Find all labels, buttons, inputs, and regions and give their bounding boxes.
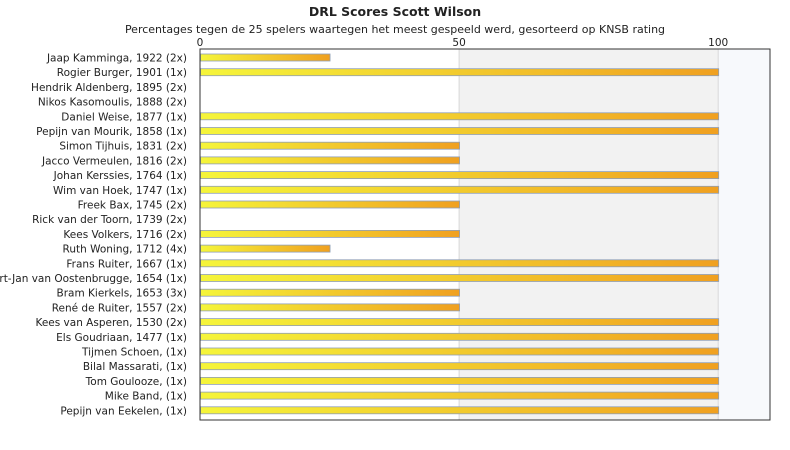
category-label: Jaap Kamminga, 1922 (2x) [46,53,187,65]
category-label: Bilal Massarati, (1x) [83,361,187,373]
category-label: Nikos Kasomoulis, 1888 (2x) [38,97,187,109]
category-label: Rogier Burger, 1901 (1x) [57,67,187,79]
category-label: Gert-Jan van Oostenbrugge, 1654 (1x) [0,273,187,285]
category-label: Frans Ruiter, 1667 (1x) [66,258,187,270]
bar [200,318,720,327]
bar [200,391,720,400]
bar [200,244,331,253]
category-label: Els Goudriaan, 1477 (1x) [56,332,187,344]
bar [200,53,331,62]
grid-band-right [718,49,770,420]
bar [200,303,460,312]
x-tick-label: 100 [708,37,728,49]
category-label: Rick van der Toorn, 1739 (2x) [32,214,187,226]
category-label: René de Ruiter, 1557 (2x) [52,302,187,314]
category-label: Kees van Asperen, 1530 (2x) [35,317,187,329]
category-label: Pepijn van Eekelen, (1x) [60,405,187,417]
chart-subtitle: Percentages tegen de 25 spelers waartege… [125,23,665,36]
category-label: Simon Tijhuis, 1831 (2x) [59,141,187,153]
chart-title: DRL Scores Scott Wilson [309,4,481,19]
bar [200,332,720,341]
bar [200,362,720,371]
x-tick-label: 50 [452,37,465,49]
bar [200,127,720,135]
category-label: Ruth Woning, 1712 (4x) [63,244,188,256]
bar [200,112,720,121]
bar [200,68,720,77]
bar [200,376,720,385]
category-label: Tijmen Schoen, (1x) [81,347,187,359]
category-label: Mike Band, (1x) [105,391,187,403]
category-label: Hendrik Aldenberg, 1895 (2x) [31,82,187,94]
bar [200,200,460,209]
category-label: Tom Goulooze, (1x) [85,376,187,388]
category-label: Kees Volkers, 1716 (2x) [63,229,187,241]
bar [200,406,720,415]
category-label: Daniel Weise, 1877 (1x) [61,111,187,123]
plot-border [199,48,771,421]
category-label: Freek Bax, 1745 (2x) [78,200,187,212]
bar [200,229,460,238]
category-label: Jacco Vermeulen, 1816 (2x) [41,155,187,167]
category-label: Pepijn van Mourik, 1858 (1x) [36,126,187,138]
category-label: Wim van Hoek, 1747 (1x) [53,185,187,197]
grid-band [459,49,719,420]
category-label: Johan Kerssies, 1764 (1x) [53,170,187,182]
bar [200,259,720,268]
bar [200,185,720,194]
bar [200,156,460,165]
x-tick-label: 0 [197,37,204,49]
bar [200,288,460,297]
bar [200,141,460,150]
bar [200,347,720,356]
category-label: Bram Kierkels, 1653 (3x) [57,288,187,300]
bar [200,171,720,180]
bar [200,274,720,282]
plot-area: 0 50 100 Jaap Kamminga, 1922 (2x) Rogier Bur… [0,37,771,421]
